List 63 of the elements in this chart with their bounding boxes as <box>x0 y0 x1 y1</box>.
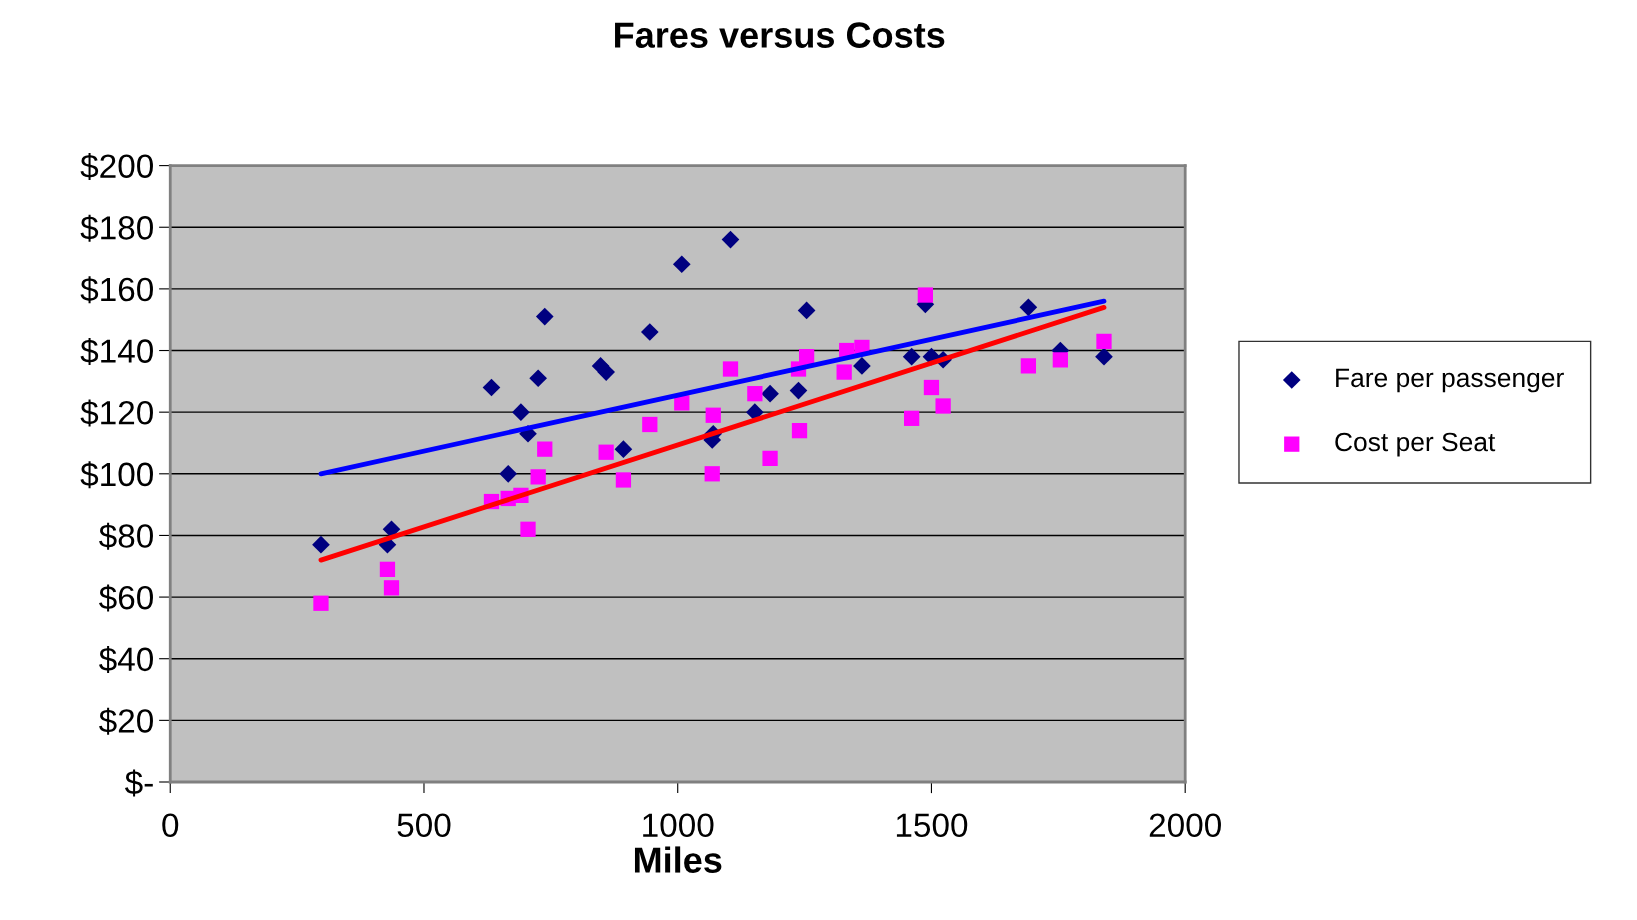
point <box>672 255 691 274</box>
y-tick-label: $- <box>125 769 153 797</box>
point <box>721 230 740 249</box>
point <box>1019 298 1038 317</box>
point <box>640 323 659 341</box>
point <box>512 403 530 421</box>
x-tick-label: 1000 <box>643 813 714 838</box>
point <box>615 472 632 488</box>
legend-label: Cost per Seat <box>1335 432 1496 457</box>
x-tick-label: 1500 <box>896 813 968 838</box>
point <box>917 287 933 303</box>
y-tick-label: $120 <box>80 399 153 427</box>
point <box>1095 347 1113 366</box>
y-tick-label: $160 <box>80 276 153 304</box>
point <box>747 386 763 402</box>
point <box>1096 333 1112 349</box>
point <box>530 469 546 485</box>
point <box>762 450 778 467</box>
point <box>1052 352 1068 368</box>
point <box>761 384 779 403</box>
point <box>704 466 720 482</box>
point <box>614 440 633 458</box>
y-tick-label: $140 <box>80 337 153 365</box>
point <box>482 378 501 397</box>
point <box>537 441 553 457</box>
point <box>789 381 808 400</box>
y-tick-label: $180 <box>80 214 153 242</box>
point <box>746 403 764 421</box>
x-tick-label: 500 <box>397 813 451 838</box>
point <box>935 398 951 414</box>
point <box>535 307 554 326</box>
x-tick-label: 0 <box>162 813 179 838</box>
point <box>597 363 615 381</box>
y-tick-label: $60 <box>99 584 153 612</box>
y-tick-label: $100 <box>80 461 153 489</box>
point <box>836 364 852 380</box>
y-tick-label: $200 <box>80 153 153 180</box>
point <box>853 357 871 375</box>
point <box>797 301 816 320</box>
point <box>923 379 940 396</box>
point <box>798 349 815 365</box>
x-axis-title: Miles <box>634 846 722 873</box>
point <box>705 407 721 423</box>
point <box>1020 358 1037 374</box>
point <box>791 423 808 439</box>
point <box>520 521 536 537</box>
point <box>313 595 329 611</box>
point <box>902 347 921 366</box>
point <box>598 444 614 460</box>
y-tick-label: $40 <box>99 646 153 674</box>
point <box>383 580 400 596</box>
point <box>642 416 658 433</box>
point <box>312 535 330 554</box>
point <box>904 410 920 426</box>
chart-title: Fares versus Costs <box>615 22 945 48</box>
legend-label: Fare per passenger <box>1336 368 1564 393</box>
point <box>722 361 739 377</box>
y-tick-label: $20 <box>99 707 153 735</box>
point <box>379 561 396 577</box>
y-tick-label: $80 <box>99 522 153 550</box>
x-tick-label: 2000 <box>1149 813 1221 838</box>
point <box>529 369 547 388</box>
point <box>499 464 518 483</box>
